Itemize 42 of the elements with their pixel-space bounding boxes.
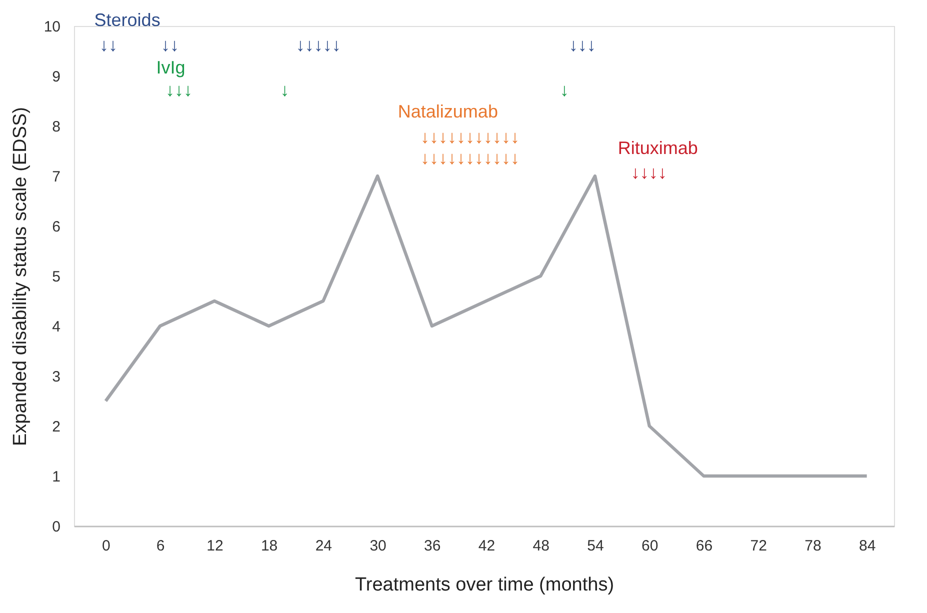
annotation: ↓↓↓↓↓	[296, 35, 341, 55]
annotation: Rituximab	[618, 138, 698, 158]
y-tick-label: 1	[52, 468, 60, 486]
y-tick-label: 6	[52, 218, 60, 236]
x-tick-label: 84	[858, 538, 876, 554]
annotation: ↓↓↓	[568, 35, 596, 55]
annotation: ↓↓	[160, 35, 179, 55]
y-tick-label: 0	[52, 518, 60, 536]
y-tick-label: 10	[44, 18, 60, 36]
y-tick-label: 5	[52, 268, 60, 286]
annotation: IvIg	[156, 58, 186, 78]
y-tick-label: 4	[52, 318, 60, 336]
x-tick-label: 66	[696, 538, 713, 554]
y-tick-label: 3	[52, 368, 60, 386]
x-tick-label: 78	[804, 538, 822, 554]
y-tick-label: 8	[52, 118, 60, 136]
x-tick-label: 0	[102, 538, 110, 554]
annotation: Steroids	[94, 10, 160, 30]
y-axis-title: Expanded disability status scale (EDSS)	[10, 107, 31, 446]
y-tick-label: 9	[52, 68, 60, 86]
x-axis-title: Treatments over time (months)	[354, 574, 614, 596]
annotation: ↓	[560, 80, 569, 100]
x-tick-label: 30	[370, 538, 386, 554]
x-tick-label: 18	[260, 538, 278, 554]
y-tick-label: 7	[52, 168, 60, 186]
annotation: ↓	[280, 80, 290, 100]
annotation: ↓↓↓↓↓↓↓↓↓↓↓	[420, 148, 520, 168]
x-tick-label: 24	[315, 538, 332, 554]
x-tick-label: 54	[587, 538, 604, 554]
y-tick-label: 2	[52, 418, 60, 436]
x-tick-label: 42	[478, 538, 496, 554]
annotation: ↓↓↓	[165, 80, 192, 100]
x-tick-label: 72	[750, 538, 767, 554]
annotation: ↓↓↓↓↓↓↓↓↓↓↓	[420, 127, 520, 147]
annotation: ↓↓	[99, 35, 118, 55]
annotation: Natalizumab	[398, 102, 498, 122]
x-tick-label: 48	[532, 538, 550, 554]
x-tick-label: 12	[206, 538, 224, 554]
x-tick-label: 36	[424, 538, 441, 554]
x-tick-label: 6	[156, 538, 165, 554]
annotation: ↓↓↓↓	[630, 162, 667, 182]
x-tick-label: 60	[642, 538, 658, 554]
